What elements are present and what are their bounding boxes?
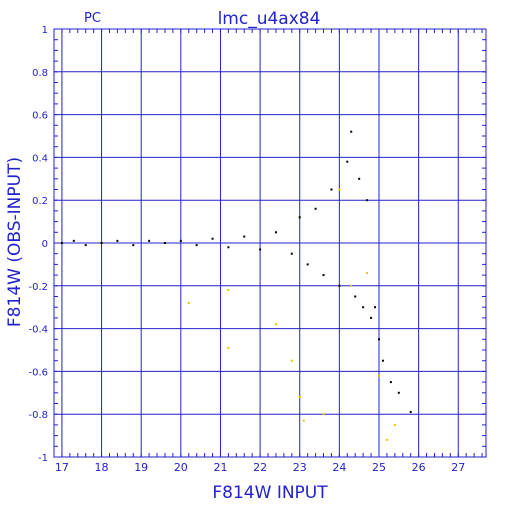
highlight-point <box>350 284 353 287</box>
data-point <box>409 411 412 414</box>
data-point <box>290 252 293 255</box>
y-tick-label: 0.8 <box>32 68 48 79</box>
y-tick-label: -1 <box>38 453 48 464</box>
highlight-point <box>274 323 277 326</box>
data-point <box>72 239 75 242</box>
data-point <box>211 237 214 240</box>
data-point <box>274 231 277 234</box>
highlight-point <box>366 271 369 274</box>
highlight-point <box>298 396 301 399</box>
data-point <box>259 248 262 251</box>
data-point <box>84 244 87 247</box>
data-point <box>60 242 63 244</box>
y-tick-label: -0.4 <box>28 325 48 336</box>
chart-title: lmc_u4ax84 <box>218 9 321 29</box>
data-point <box>381 359 384 362</box>
data-point <box>338 284 341 287</box>
y-axis-label: F814W (OBS-INPUT) <box>5 157 25 327</box>
highlight-point <box>302 419 305 422</box>
data-point <box>370 316 373 319</box>
x-tick-label: 22 <box>253 461 267 474</box>
data-point <box>377 338 380 341</box>
data-point <box>298 216 301 219</box>
x-tick-label: 20 <box>174 461 188 474</box>
highlight-point <box>322 413 325 416</box>
highlight-point <box>393 423 396 426</box>
data-point <box>322 274 325 277</box>
y-tick-label: 0.2 <box>32 196 48 207</box>
data-point <box>350 130 353 133</box>
data-point <box>397 391 400 394</box>
x-tick-label: 18 <box>95 461 109 474</box>
x-tick-label: 24 <box>332 461 346 474</box>
data-point <box>374 306 377 309</box>
highlight-point <box>385 438 388 441</box>
data-point <box>389 381 392 384</box>
data-point <box>195 244 198 247</box>
data-point <box>314 207 317 210</box>
x-tick-label: 21 <box>213 461 227 474</box>
highlight-point <box>227 289 230 292</box>
x-tick-label: 17 <box>55 461 69 474</box>
highlight-point <box>187 301 190 304</box>
x-tick-label: 19 <box>134 461 148 474</box>
x-axis-label: F814W INPUT <box>212 483 328 503</box>
y-tick-label: -0.8 <box>28 410 48 421</box>
y-tick-label: 0.6 <box>32 111 48 122</box>
data-point <box>132 244 135 247</box>
corner-label: PC <box>84 11 101 26</box>
y-tick-label: -0.6 <box>28 367 48 378</box>
data-point <box>346 160 349 163</box>
data-point <box>148 239 151 242</box>
data-point <box>354 295 357 298</box>
x-tick-label: 25 <box>372 461 386 474</box>
y-tick-label: 0.4 <box>32 153 48 164</box>
x-tick-label: 26 <box>412 461 426 474</box>
data-point <box>243 235 246 238</box>
data-point <box>163 242 166 244</box>
data-point <box>179 239 182 242</box>
y-tick-label: -0.2 <box>28 282 48 293</box>
data-point <box>366 199 369 202</box>
data-point <box>330 188 333 191</box>
data-point <box>306 263 309 266</box>
highlight-point <box>338 188 341 191</box>
highlight-point <box>377 374 380 377</box>
data-point <box>227 246 230 249</box>
data-point <box>362 306 365 309</box>
y-tick-label: 1 <box>42 25 48 36</box>
axis-ticks: 17 18 19 20 21 22 23 24 25 26 27 1 0.8 0.6 0.4 0.2 0 -0.2… <box>28 25 486 474</box>
highlight-point <box>290 359 293 362</box>
data-point <box>116 239 119 242</box>
data-points <box>60 130 412 441</box>
data-point <box>100 242 103 244</box>
highlight-point <box>227 346 230 349</box>
data-point <box>358 177 361 180</box>
x-tick-label: 23 <box>293 461 307 474</box>
y-tick-label: 0 <box>42 239 48 250</box>
x-tick-label: 27 <box>451 461 465 474</box>
